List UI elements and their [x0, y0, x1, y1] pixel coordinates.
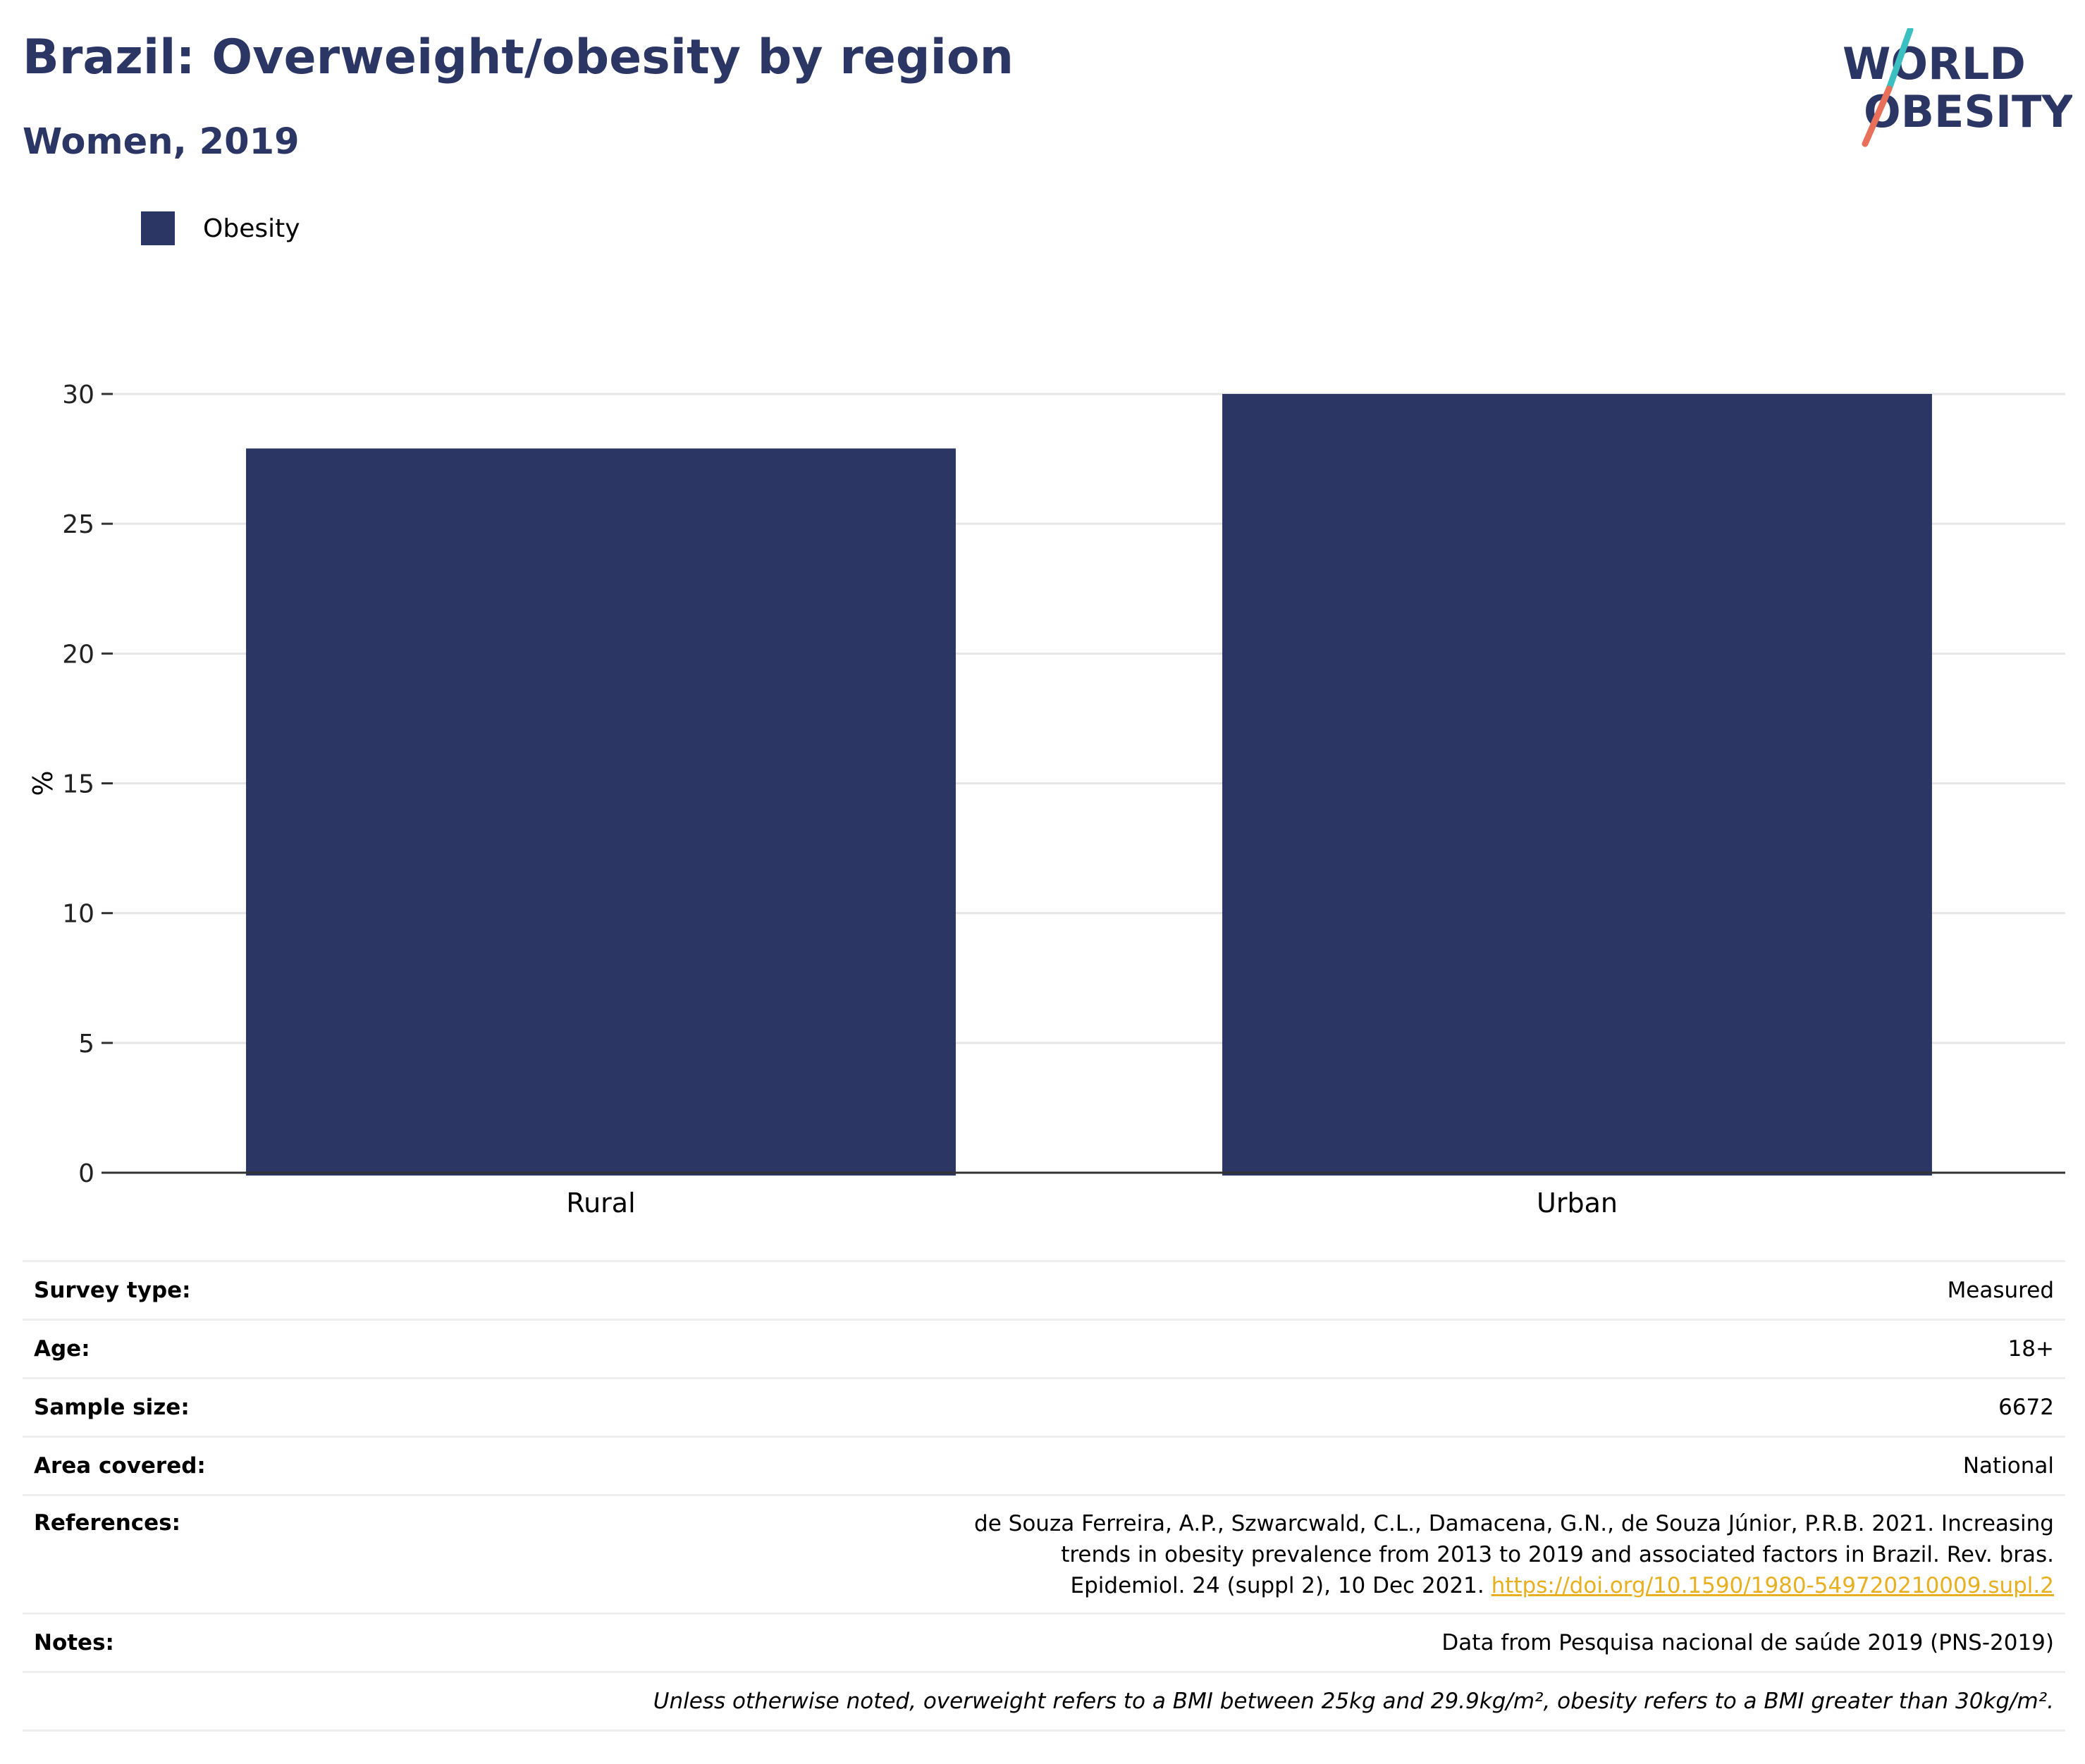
logo-word-obesity: OBESITY — [1864, 86, 2072, 137]
chart-title: Brazil: Overweight/obesity by region — [23, 30, 1014, 85]
meta-row-survey-type: Survey type: Measured — [23, 1260, 2065, 1321]
legend-label-obesity: Obesity — [203, 214, 300, 243]
references-text: de Souza Ferreira, A.P., Szwarcwald, C.L… — [974, 1510, 2054, 1598]
survey-type-value: Measured — [412, 1260, 2065, 1321]
references-value: de Souza Ferreira, A.P., Szwarcwald, C.L… — [412, 1495, 2065, 1615]
logo-slash-bottom — [1862, 85, 1893, 147]
logo-slash-top — [1886, 28, 1914, 92]
world-obesity-logo: WORLD OBESITY — [1843, 28, 2072, 147]
notes-value: Data from Pesquisa nacional de saúde 201… — [412, 1613, 2065, 1673]
chart-subtitle: Women, 2019 — [23, 121, 300, 163]
logo-word-world: WORLD — [1843, 38, 2026, 90]
meta-row-area: Area covered: National — [23, 1436, 2065, 1496]
y-tick-label-20: 20 — [62, 640, 94, 669]
area-label: Area covered: — [23, 1436, 412, 1496]
age-label: Age: — [23, 1319, 412, 1379]
sample-size-value: 6672 — [412, 1378, 2065, 1438]
y-tick-label-25: 25 — [62, 510, 94, 539]
references-label: References: — [23, 1495, 412, 1615]
meta-row-footnote: Unless otherwise noted, overweight refer… — [23, 1672, 2065, 1732]
chart-legend[interactable]: Obesity — [141, 210, 300, 247]
area-value: National — [412, 1436, 2065, 1496]
meta-row-sample-size: Sample size: 6672 — [23, 1378, 2065, 1438]
meta-row-notes: Notes: Data from Pesquisa nacional de sa… — [23, 1613, 2065, 1673]
legend-swatch-obesity — [141, 211, 175, 245]
meta-row-references: References: de Souza Ferreira, A.P., Szw… — [23, 1495, 2065, 1615]
y-tick-label-30: 30 — [62, 381, 94, 409]
bar-urban — [1222, 394, 1932, 1176]
references-doi-link[interactable]: https://doi.org/10.1590/1980-54972021000… — [1491, 1572, 2054, 1598]
metadata-table: Survey type: Measured Age: 18+ Sample si… — [23, 1260, 2065, 1732]
sample-size-label: Sample size: — [23, 1378, 412, 1438]
y-tick-label-15: 15 — [62, 770, 94, 799]
notes-label: Notes: — [23, 1613, 412, 1673]
y-tick-label-0: 0 — [78, 1159, 94, 1188]
meta-row-age: Age: 18+ — [23, 1319, 2065, 1379]
y-tick-label-5: 5 — [78, 1030, 94, 1059]
y-tick-label-10: 10 — [62, 900, 94, 929]
bar-rural — [246, 448, 956, 1176]
x-tick-label-urban: Urban — [1537, 1188, 1618, 1219]
x-tick-label-rural: Rural — [566, 1188, 635, 1219]
survey-type-label: Survey type: — [23, 1260, 412, 1321]
age-value: 18+ — [412, 1319, 2065, 1379]
bar-chart: 0 5 10 15 20 25 30% Rural Urban — [27, 381, 2065, 1219]
definitions-footnote: Unless otherwise noted, overweight refer… — [23, 1672, 2065, 1732]
y-axis-label: % — [27, 770, 59, 796]
